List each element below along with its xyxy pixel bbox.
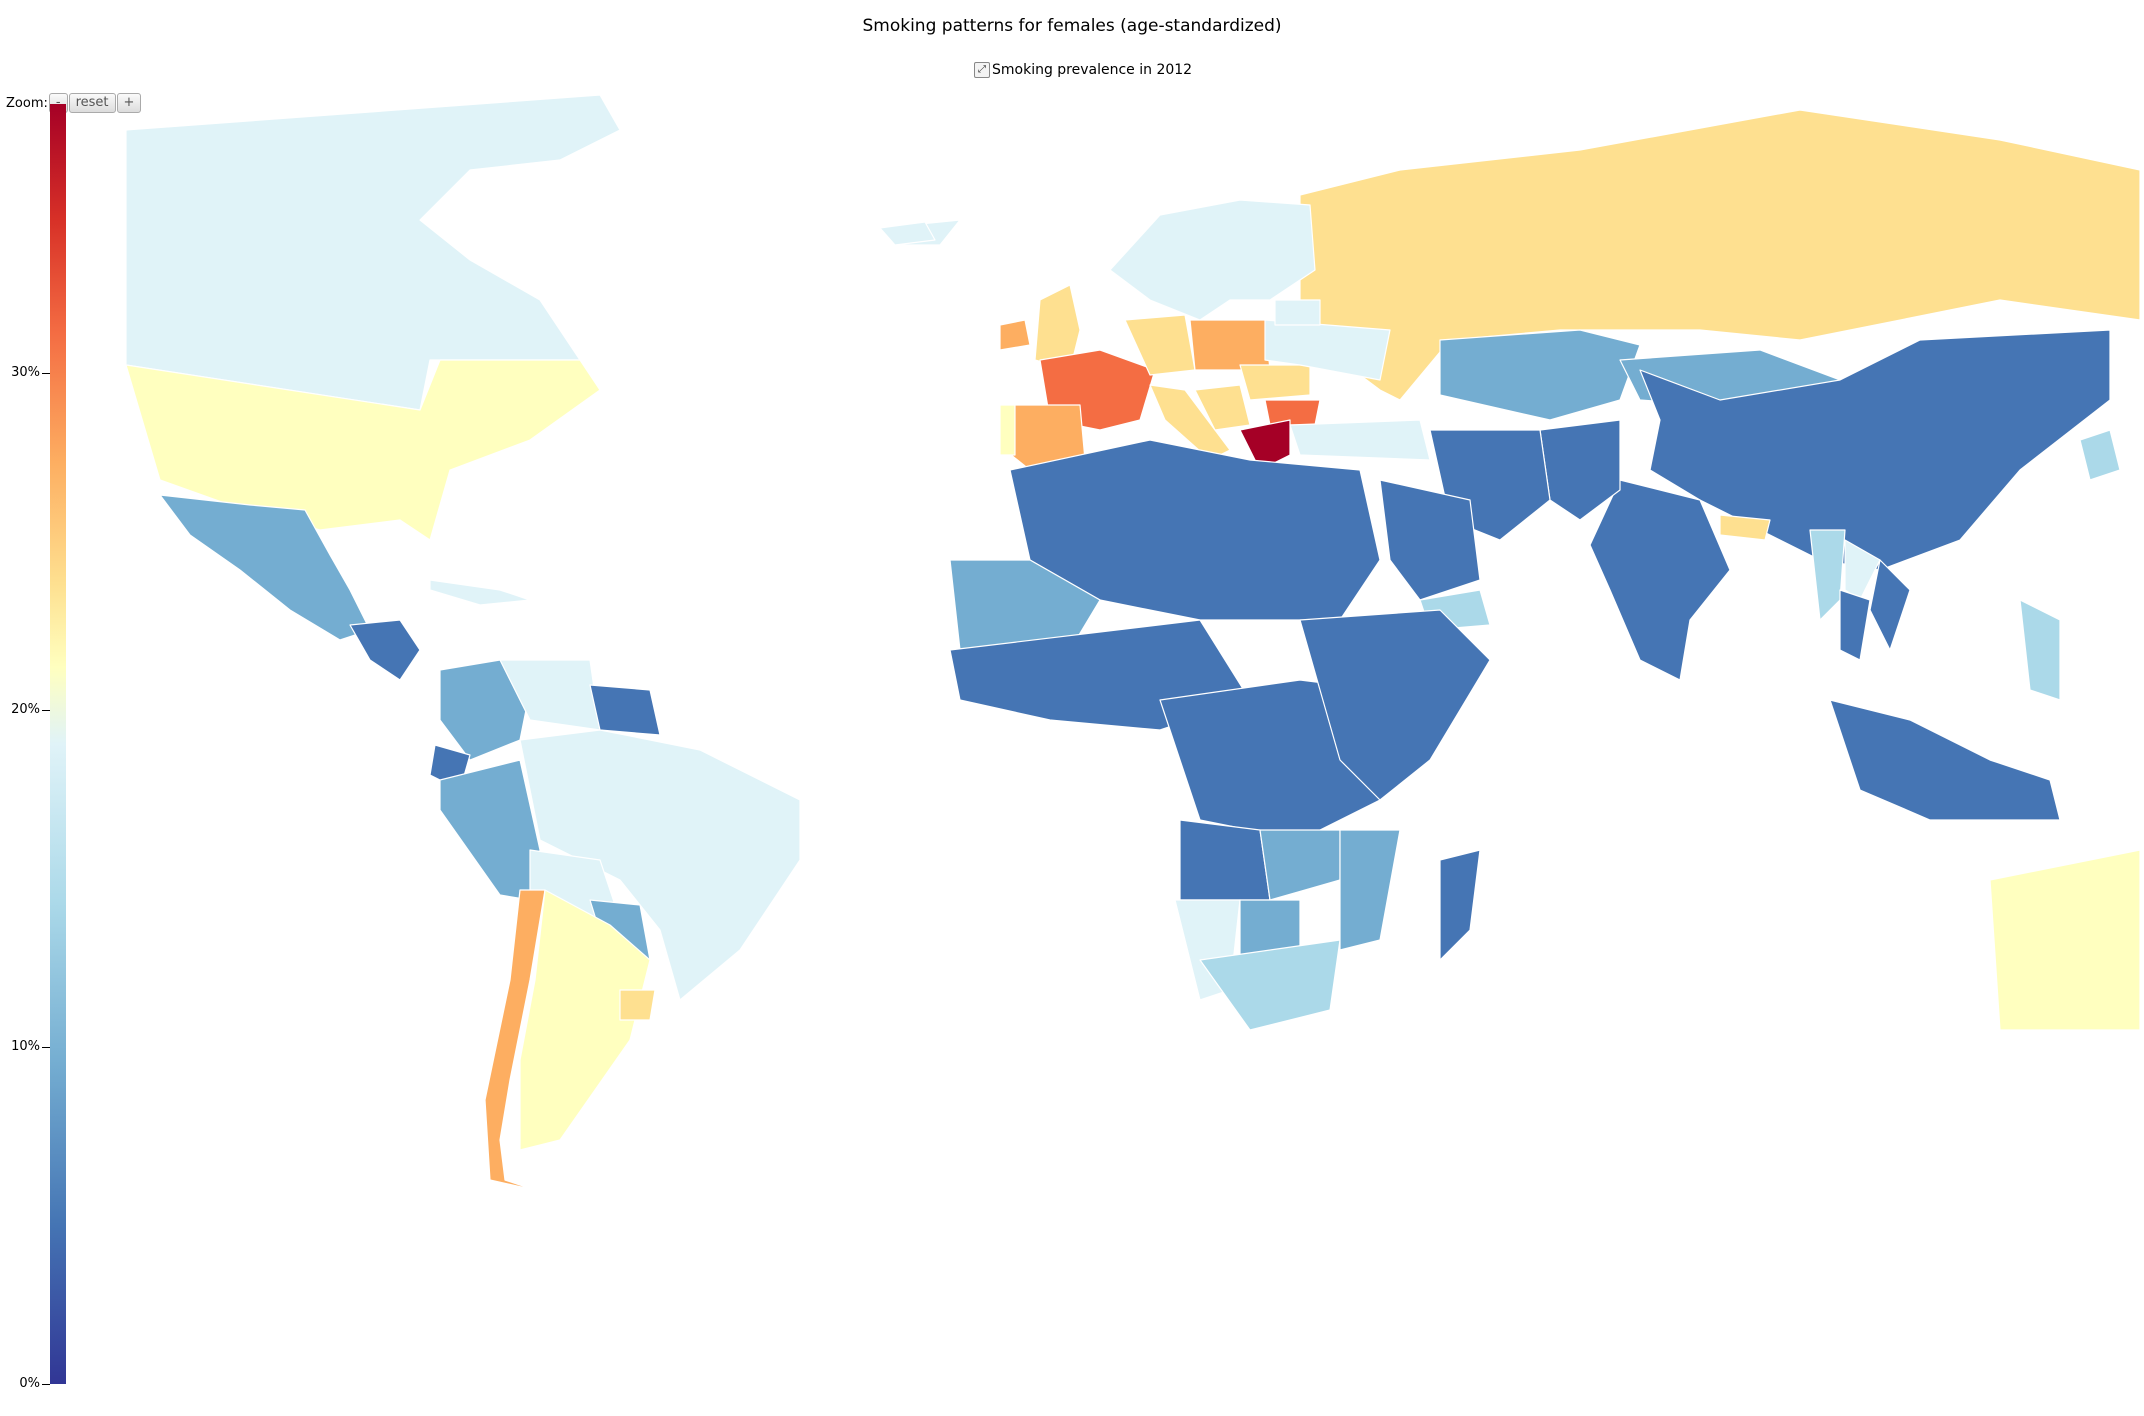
region-ireland[interactable] (999, 319, 1031, 351)
region-thailand[interactable] (1839, 589, 1871, 661)
region-vietnam[interactable] (1869, 559, 1911, 651)
colorbar-tick-mark (42, 710, 50, 712)
expand-arrows-icon[interactable]: ⤢ (974, 62, 990, 78)
region-cuba[interactable] (429, 579, 531, 606)
colorbar-tick-label: 30% (11, 365, 40, 381)
zoom-in-button[interactable]: + (116, 93, 142, 113)
region-japan[interactable] (2079, 429, 2121, 481)
region-argentina[interactable] (519, 889, 651, 1151)
legend-label: Smoking prevalence in 2012 (992, 62, 1193, 78)
region-bulgaria[interactable] (1264, 399, 1321, 426)
region-chile[interactable] (484, 889, 546, 1191)
region-western-sahara-region[interactable] (949, 559, 1101, 651)
region-guyana[interactable] (589, 684, 661, 736)
region-zambia[interactable] (1259, 829, 1341, 901)
region-saudi-arabia[interactable] (1379, 479, 1481, 601)
colorbar-tick-mark (42, 1047, 50, 1049)
region-angola[interactable] (1179, 819, 1271, 901)
region-ukraine[interactable] (1264, 319, 1391, 381)
region-iceland[interactable] (879, 221, 936, 246)
region-philippines[interactable] (2019, 599, 2061, 701)
zoom-controls: Zoom: - reset + (6, 93, 142, 113)
region-romania[interactable] (1239, 364, 1311, 401)
colorbar-tick-mark (42, 1384, 50, 1385)
zoom-reset-button[interactable]: reset (68, 93, 116, 113)
region-scandinavia[interactable] (1109, 199, 1316, 321)
chart-title: Smoking patterns for females (age-standa… (862, 16, 1282, 36)
region-russia[interactable] (1299, 109, 2141, 401)
region-balkans[interactable] (1194, 384, 1251, 431)
region-india[interactable] (1589, 479, 1731, 681)
region-central-america[interactable] (349, 619, 421, 681)
zoom-label: Zoom: (6, 95, 48, 111)
colorbar-tick-label: 20% (11, 702, 40, 718)
region-greece[interactable] (1239, 419, 1291, 471)
legend-toggle[interactable]: ⤢ Smoking prevalence in 2012 (974, 60, 1192, 80)
region-united-kingdom[interactable] (1034, 284, 1081, 371)
region-peru[interactable] (439, 759, 541, 901)
region-turkey[interactable] (1289, 419, 1431, 461)
region-australia[interactable] (1989, 849, 2141, 1031)
region-nepal[interactable] (1719, 514, 1771, 541)
region-kazakhstan[interactable] (1439, 329, 1641, 421)
colorbar-tick-label: 0% (19, 1376, 40, 1391)
colorbar-tick-label: 10% (11, 1039, 40, 1055)
region-mozambique[interactable] (1339, 829, 1401, 951)
colorbar (50, 104, 66, 1384)
region-uruguay[interactable] (619, 989, 656, 1021)
region-belarus[interactable] (1274, 299, 1321, 326)
region-south-africa[interactable] (1199, 939, 1341, 1031)
region-madagascar[interactable] (1439, 849, 1481, 961)
region-portugal[interactable] (999, 404, 1016, 456)
region-poland[interactable] (1189, 319, 1271, 371)
region-east-africa[interactable] (1299, 609, 1491, 801)
region-indonesia[interactable] (1829, 699, 2061, 821)
region-china[interactable] (1639, 329, 2111, 571)
colorbar-tick-mark (42, 373, 50, 375)
